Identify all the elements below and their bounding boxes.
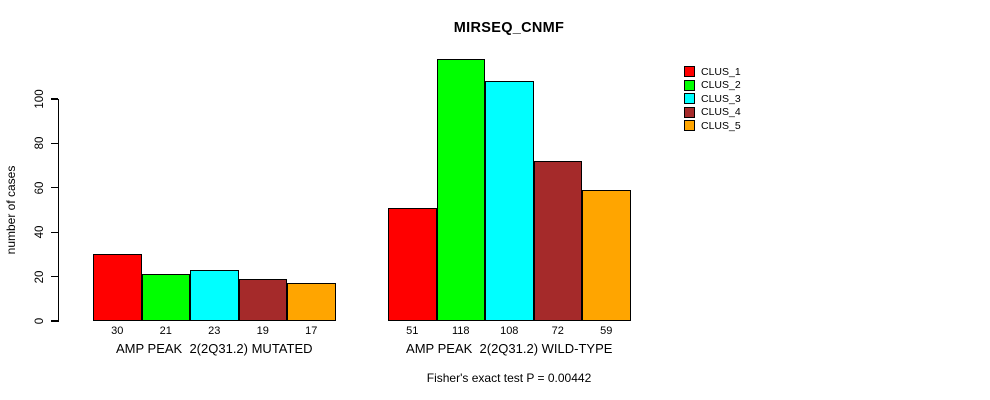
bar-value-label: 51 (406, 325, 419, 337)
legend-label: CLUS_2 (701, 79, 741, 91)
y-axis-line (58, 99, 60, 322)
legend-swatch-CLUS_4 (684, 106, 695, 118)
group-label-1: AMP PEAK 2(2Q31.2) MUTATED (116, 341, 313, 356)
bar-CLUS_2-group1 (141, 274, 190, 321)
y-tick-label: 40 (34, 225, 46, 239)
legend-row-CLUS_2: CLUS_2 (684, 79, 741, 91)
bar-CLUS_2-group2 (436, 59, 485, 321)
legend-row-CLUS_3: CLUS_3 (684, 92, 741, 105)
legend-label: CLUS_1 (701, 65, 741, 78)
y-tick-mark (51, 231, 58, 233)
legend-label: CLUS_4 (701, 106, 741, 118)
legend-row-CLUS_5: CLUS_5 (684, 119, 741, 132)
bar-CLUS_3-group2 (485, 81, 534, 321)
bar-CLUS_1-group2 (388, 207, 437, 321)
annotation-fisher-test: Fisher's exact test P = 0.00442 (426, 371, 592, 385)
y-tick-mark (51, 98, 58, 100)
y-tick-label: 80 (34, 136, 46, 150)
y-tick-mark (51, 187, 58, 189)
bar-CLUS_5-group2 (582, 190, 631, 321)
chart-title: MIRSEQ_CNMF (453, 20, 565, 36)
bar-value-label: 59 (600, 325, 613, 337)
y-tick-label: 0 (34, 317, 46, 325)
bar-value-label: 21 (159, 325, 172, 337)
bar-value-label: 118 (451, 325, 470, 337)
legend-swatch-CLUS_1 (684, 66, 695, 77)
legend-swatch-CLUS_5 (684, 120, 695, 131)
y-tick-label: 20 (34, 270, 46, 283)
y-axis-label: number of cases (4, 165, 18, 255)
legend-row-CLUS_1: CLUS_1 (684, 65, 741, 78)
legend-swatch-CLUS_3 (684, 93, 695, 104)
y-tick-label: 60 (34, 181, 46, 195)
legend-swatch-CLUS_2 (684, 79, 695, 91)
bar-CLUS_1-group1 (93, 254, 142, 321)
bar-CLUS_5-group1 (287, 283, 336, 321)
y-tick-label: 100 (34, 89, 46, 109)
bar-value-label: 23 (208, 325, 221, 337)
y-tick-mark (51, 142, 58, 145)
bar-value-label: 17 (305, 325, 318, 337)
bar-value-label: 108 (500, 325, 519, 337)
y-tick-mark (51, 275, 58, 278)
bar-value-label: 30 (111, 325, 124, 337)
legend-row-CLUS_4: CLUS_4 (684, 106, 741, 118)
bar-CLUS_4-group2 (533, 161, 582, 321)
y-tick-mark (51, 320, 58, 322)
bar-CLUS_3-group1 (190, 269, 239, 321)
group-label-2: AMP PEAK 2(2Q31.2) WILD-TYPE (406, 341, 613, 356)
legend-label: CLUS_5 (701, 119, 741, 132)
bar-CLUS_4-group1 (238, 278, 287, 321)
legend-label: CLUS_3 (701, 92, 741, 105)
legend: CLUS_1 CLUS_2 CLUS_3 CLUS_4 CLUS_5 (684, 66, 741, 134)
bar-value-label: 19 (256, 325, 269, 337)
bar-value-label: 72 (551, 325, 564, 337)
